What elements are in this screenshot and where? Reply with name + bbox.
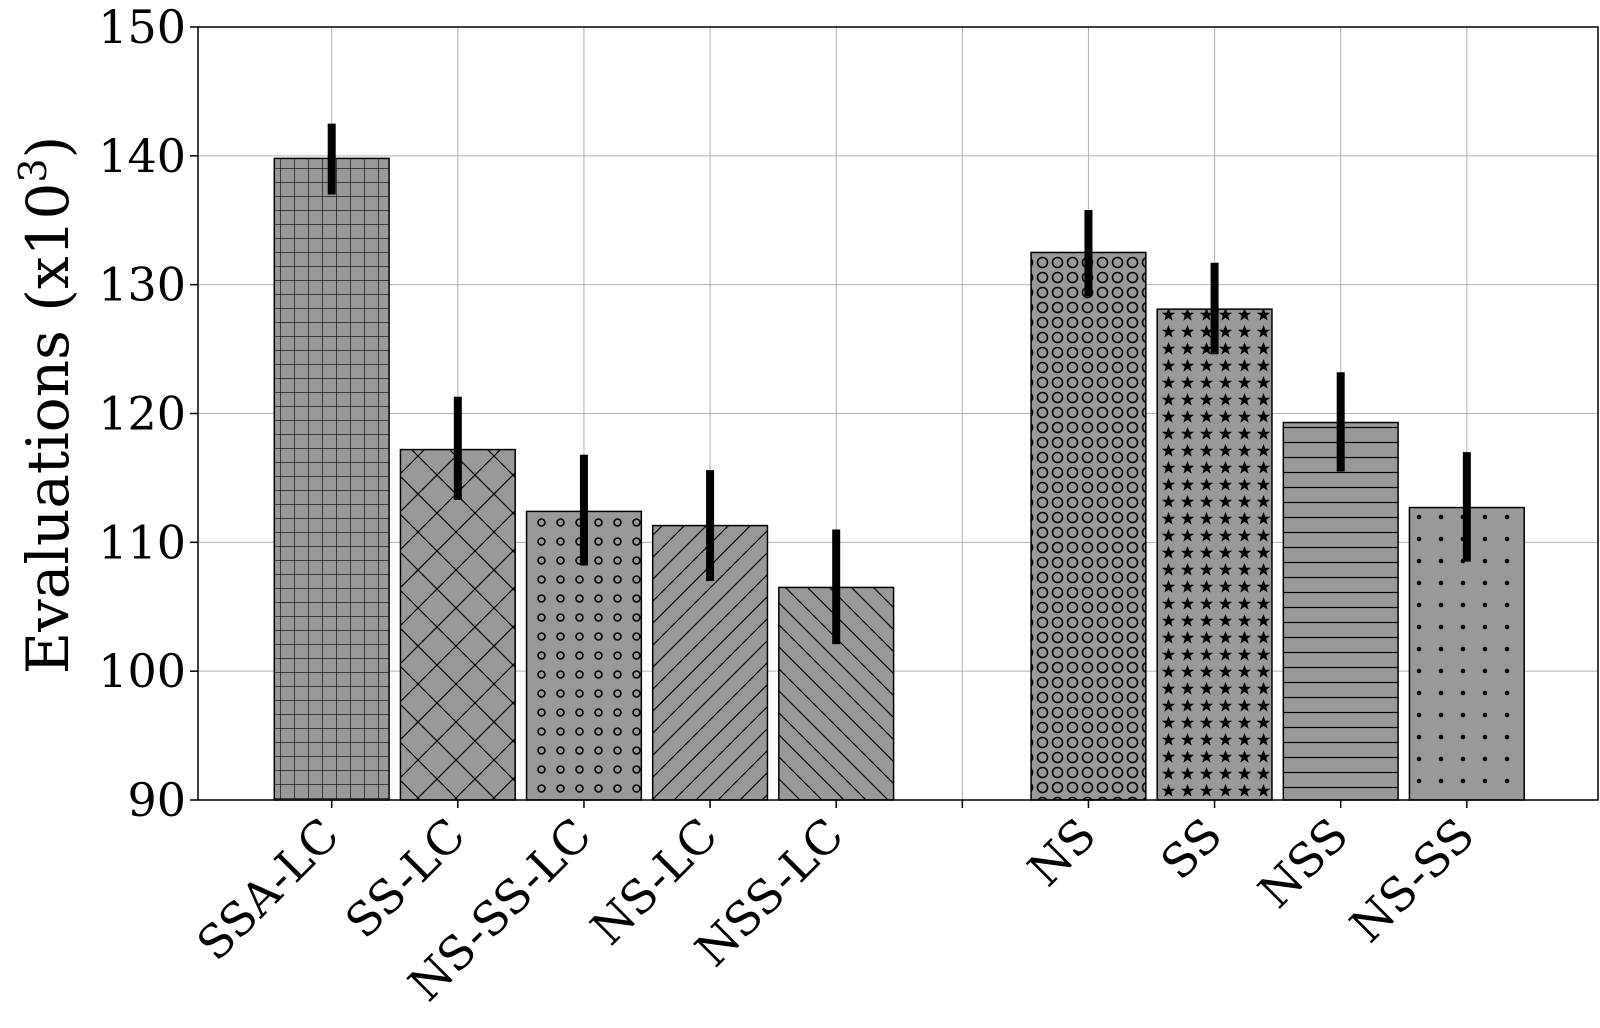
y-tick-label: 90	[127, 773, 186, 827]
x-tick-label: NS-SS	[1339, 808, 1484, 953]
y-axis-title-text: Evaluations (x10	[14, 183, 82, 675]
bar	[1282, 421, 1399, 801]
x-tick-label: NS	[1017, 808, 1106, 897]
y-axis-title-suffix: )	[14, 136, 82, 159]
y-tick-label: 110	[98, 515, 186, 569]
error-bars	[327, 123, 1471, 645]
y-tick-label: 130	[98, 258, 186, 312]
bars	[273, 157, 1525, 801]
y-axis-title-superscript: 3	[11, 158, 55, 182]
bar	[1030, 251, 1147, 801]
y-tick-label: 150	[98, 0, 186, 54]
bar	[1156, 308, 1273, 801]
y-axis-ticks: 90 100 110 120 130 140 150	[98, 0, 198, 827]
bar	[399, 448, 516, 801]
y-tick-label: 140	[98, 129, 186, 183]
y-tick-label: 100	[98, 644, 186, 698]
bar	[273, 157, 390, 801]
x-tick-label: SSA-LC	[186, 808, 349, 971]
x-tick-label: NSS	[1248, 808, 1359, 919]
y-tick-label: 120	[98, 387, 186, 441]
x-tick-label: SS	[1150, 808, 1232, 890]
y-axis-title: Evaluations (x103)	[11, 136, 82, 674]
